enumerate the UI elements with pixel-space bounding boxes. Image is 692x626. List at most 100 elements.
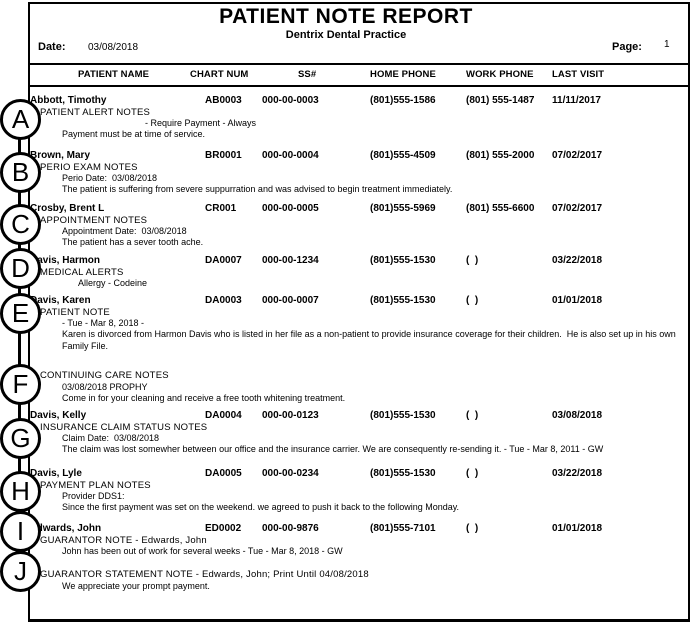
ssn: 000-00-0003 [262, 95, 319, 106]
patient-name: Abbott, Timothy [30, 95, 107, 106]
work-phone: (801) 555-2000 [466, 150, 535, 161]
work-phone: ( ) [466, 523, 479, 534]
report-entry: CONTINUING CARE NOTES 03/08/2018 PROPHY Co… [0, 370, 692, 404]
callout-a: A [0, 98, 41, 140]
work-phone: ( ) [466, 295, 479, 306]
work-phone: ( ) [466, 255, 479, 266]
report-entry: Brown, Mary BR0001 000-00-0004 (801)555-450… [0, 150, 692, 196]
header-divider-top [28, 63, 690, 65]
report-entry: Abbott, Timothy AB0003 000-00-0003 (801)555… [0, 95, 692, 141]
column-header-home-phone: HOME PHONE [370, 69, 436, 80]
note-text-line: Claim Date: 03/08/2018 [62, 433, 160, 444]
note-text-line: - Tue - Mar 8, 2018 - [62, 318, 145, 329]
report-entry: GUARANTOR STATEMENT NOTE - Edwards, John… [0, 569, 692, 592]
ssn: 000-00-0004 [262, 150, 319, 161]
note-text-line: Perio Date: 03/08/2018 [62, 173, 158, 184]
callout-j: J [0, 550, 41, 592]
note-text-line: Allergy - Codeine [78, 278, 148, 289]
note-text-line: The claim was lost somewher between our … [62, 444, 604, 455]
chart-num: DA0005 [205, 468, 242, 479]
report-entry: Davis, Harmon DA0007 000-00-1234 (801)555-1… [0, 255, 692, 289]
chart-num: AB0003 [205, 95, 242, 106]
ssn: 000-00-0005 [262, 203, 319, 214]
last-visit: 03/22/2018 [552, 255, 603, 266]
patient-row: Davis, Kelly DA0004 000-00-0123 (801)555-15… [0, 410, 692, 422]
last-visit: 01/01/2018 [552, 523, 603, 534]
ssn: 000-00-0007 [262, 295, 319, 306]
work-phone: ( ) [466, 410, 479, 421]
home-phone: (801)555-1530 [370, 410, 436, 421]
chart-num: BR0001 [205, 150, 242, 161]
patient-row: Abbott, Timothy AB0003 000-00-0003 (801)555… [0, 95, 692, 107]
note-text-line: Provider DDS1: [62, 491, 125, 502]
date-label: Date: [38, 41, 66, 53]
chart-num: ED0002 [205, 523, 242, 534]
ssn: 000-00-0123 [262, 410, 319, 421]
report-entry: Davis, Kelly DA0004 000-00-0123 (801)555-15… [0, 410, 692, 456]
callout-c: C [0, 203, 41, 245]
note-text-line: Karen is divorced from Harmon Davis who … [62, 329, 679, 351]
header-divider-bottom [28, 85, 690, 87]
home-phone: (801)555-1530 [370, 468, 436, 479]
work-phone: (801) 555-6600 [466, 203, 535, 214]
note-text-line: We appreciate your prompt payment. [62, 580, 210, 591]
last-visit: 03/22/2018 [552, 468, 603, 479]
note-type-title: GUARANTOR STATEMENT NOTE - Edwards, John… [40, 569, 369, 580]
last-visit: 11/11/2017 [552, 95, 601, 106]
ssn: 000-00-1234 [262, 255, 319, 266]
report-entry: Crosby, Brent L CR001 000-00-0005 (801)555-… [0, 203, 692, 249]
note-text-line: 03/08/2018 PROPHY [62, 381, 148, 392]
home-phone: (801)555-7101 [370, 523, 436, 534]
column-header-chart-num: CHART NUM [190, 69, 249, 80]
patient-row: Crosby, Brent L CR001 000-00-0005 (801)555-… [0, 203, 692, 215]
chart-num: CR001 [205, 203, 237, 214]
column-header-last-visit: LAST VISIT [552, 69, 605, 80]
home-phone: (801)555-1586 [370, 95, 436, 106]
note-type-title: CONTINUING CARE NOTES [40, 370, 169, 381]
note-type-title: INSURANCE CLAIM STATUS NOTES [40, 421, 208, 433]
home-phone: (801)555-1530 [370, 295, 436, 306]
home-phone: (801)555-4509 [370, 150, 436, 161]
chart-num: DA0004 [205, 410, 242, 421]
callout-g: G [0, 417, 41, 459]
note-type-title: PATIENT ALERT NOTES [40, 106, 151, 118]
callout-i: I [0, 510, 41, 552]
report-entry: Davis, Lyle DA0005 000-00-0234 (801)555-153… [0, 468, 692, 514]
note-text-line: Payment must be at time of service. [62, 129, 206, 140]
page-label: Page: [612, 41, 642, 53]
chart-num: DA0007 [205, 255, 242, 266]
column-header-work-phone: WORK PHONE [466, 69, 534, 80]
patient-name: Davis, Karen [30, 295, 91, 306]
date-value: 03/08/2018 [88, 42, 139, 53]
note-text-line: Appointment Date: 03/08/2018 [62, 226, 187, 237]
patient-name: Brown, Mary [30, 150, 91, 161]
note-type-title: APPOINTMENT NOTES [40, 214, 148, 226]
last-visit: 03/08/2018 [552, 410, 603, 421]
callout-f: F [0, 363, 41, 405]
last-visit: 07/02/2017 [552, 203, 603, 214]
ssn: 000-00-9876 [262, 523, 319, 534]
practice-name: Dentrix Dental Practice [285, 29, 407, 41]
report-entry: Edwards, John ED0002 000-00-9876 (801)555-7… [0, 523, 692, 557]
note-text-line: - Require Payment - Always [145, 118, 257, 129]
patient-row: Davis, Harmon DA0007 000-00-1234 (801)555-1… [0, 255, 692, 267]
last-visit: 01/01/2018 [552, 295, 603, 306]
note-type-title: MEDICAL ALERTS [40, 266, 124, 278]
column-header-ss-: SS# [298, 69, 317, 80]
callout-d: D [0, 247, 41, 289]
note-text-line: The patient is suffering from severe sup… [62, 184, 453, 195]
callout-b: B [0, 151, 41, 193]
note-type-title: PATIENT NOTE [40, 306, 110, 318]
column-header-patient-name: PATIENT NAME [78, 69, 150, 80]
note-type-title: GUARANTOR NOTE - Edwards, John [40, 534, 207, 546]
last-visit: 07/02/2017 [552, 150, 603, 161]
callout-h: H [0, 470, 41, 512]
patient-row: Davis, Lyle DA0005 000-00-0234 (801)555-153… [0, 468, 692, 480]
note-text-line: Come in for your cleaning and receive a … [62, 392, 346, 403]
callout-connector-line [18, 110, 21, 580]
note-text-line: Since the first payment was set on the w… [62, 502, 460, 513]
patient-row: Davis, Karen DA0003 000-00-0007 (801)555-15… [0, 295, 692, 307]
work-phone: ( ) [466, 468, 479, 479]
note-type-title: PAYMENT PLAN NOTES [40, 479, 151, 491]
